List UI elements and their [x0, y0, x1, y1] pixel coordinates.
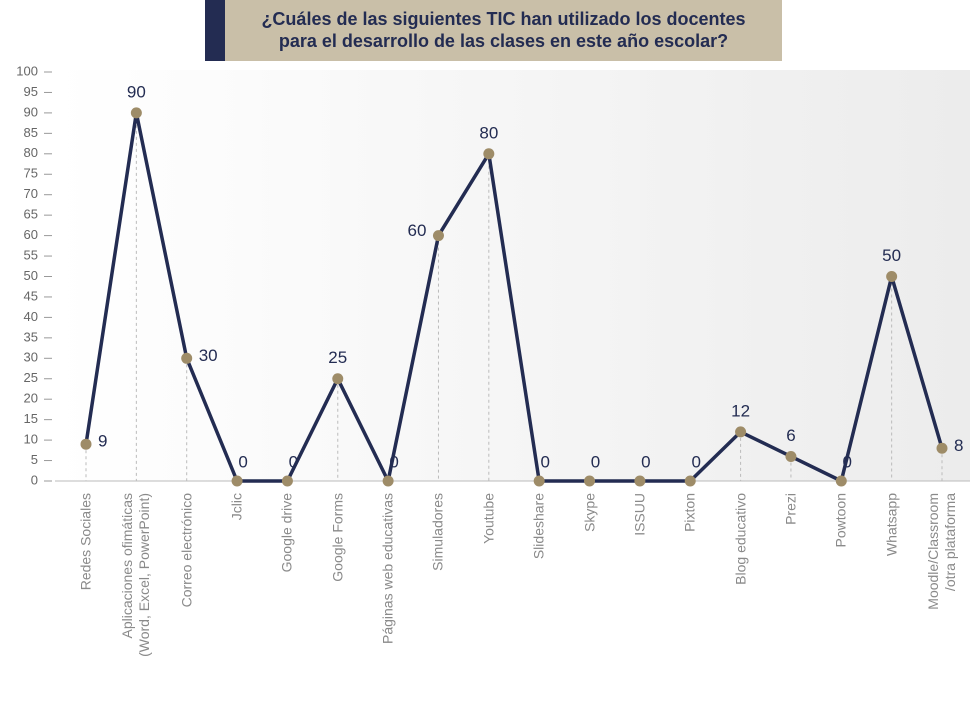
x-tick-label: Prezi	[782, 493, 799, 525]
y-tick-label: 55	[24, 247, 38, 262]
data-label: 50	[882, 246, 901, 265]
x-tick-label: Blog educativo	[732, 493, 749, 585]
data-label: 60	[408, 221, 427, 240]
data-label: 0	[389, 452, 398, 471]
y-tick-label: 60	[24, 227, 38, 242]
x-tick-label: Google Forms	[329, 493, 346, 582]
marker	[130, 107, 142, 119]
y-tick-label: 15	[24, 411, 38, 426]
marker	[80, 438, 92, 450]
x-tick-label: Powtoon	[832, 493, 849, 548]
marker	[684, 475, 696, 487]
data-label: 0	[843, 452, 852, 471]
data-label: 0	[540, 452, 549, 471]
data-label: 9	[98, 432, 107, 451]
y-tick-label: 40	[24, 309, 38, 324]
y-tick-label: 80	[24, 145, 38, 160]
data-label: 0	[641, 452, 650, 471]
y-tick-label: 35	[24, 329, 38, 344]
data-label: 12	[731, 401, 750, 420]
chart-title: ¿Cuáles de las siguientes TIC han utiliz…	[205, 0, 782, 61]
y-tick-label: 25	[24, 370, 38, 385]
marker	[332, 373, 344, 385]
x-tick-label: Simuladores	[429, 493, 446, 571]
data-label: 0	[289, 452, 298, 471]
x-tick-label: Pixton	[681, 493, 698, 532]
y-tick-label: 50	[24, 268, 38, 283]
x-tick-label: ISSUU	[631, 493, 648, 536]
marker	[936, 442, 948, 454]
x-tick-label: Jclic	[228, 493, 245, 521]
plot-background	[55, 70, 970, 481]
x-tick-label: Moodle/Classroom /otra plataforma	[925, 493, 958, 610]
data-label: 8	[954, 436, 963, 455]
marker	[181, 352, 193, 364]
marker	[281, 475, 293, 487]
y-tick-label: 45	[24, 288, 38, 303]
x-tick-label: Whatsapp	[883, 493, 900, 557]
marker	[533, 475, 545, 487]
y-tick-label: 10	[24, 432, 38, 447]
marker	[483, 148, 495, 160]
x-tick-label: Redes Sociales	[77, 493, 94, 591]
x-tick-label: Youtube	[480, 493, 497, 544]
marker	[382, 475, 394, 487]
x-tick-label: Correo electrónico	[178, 493, 195, 608]
marker	[835, 475, 847, 487]
y-tick-label: 100	[16, 63, 38, 78]
x-tick-label: Páginas web educativas	[379, 493, 396, 644]
x-tick-label: Google drive	[278, 493, 295, 573]
data-label: 0	[692, 452, 701, 471]
y-tick-label: 0	[31, 472, 38, 487]
data-label: 0	[238, 452, 247, 471]
y-tick-label: 5	[31, 452, 38, 467]
x-tick-label: Skype	[581, 493, 598, 532]
data-label: 30	[199, 346, 218, 365]
marker	[785, 450, 797, 462]
data-label: 6	[786, 426, 795, 445]
y-tick-label: 75	[24, 166, 38, 181]
y-tick-label: 20	[24, 391, 38, 406]
x-tick-label: Slideshare	[530, 493, 547, 560]
marker	[584, 475, 596, 487]
y-tick-label: 90	[24, 104, 38, 119]
y-tick-label: 65	[24, 207, 38, 222]
data-label: 25	[328, 348, 347, 367]
y-tick-label: 70	[24, 186, 38, 201]
marker	[432, 230, 444, 242]
data-label: 0	[591, 452, 600, 471]
data-label: 90	[127, 82, 146, 101]
marker	[735, 426, 747, 438]
data-label: 80	[479, 123, 498, 142]
y-tick-label: 85	[24, 125, 38, 140]
x-tick-label: Aplicaciones ofimáticas (Word, Excel, Po…	[119, 493, 153, 657]
marker	[634, 475, 646, 487]
y-tick-label: 30	[24, 350, 38, 365]
marker	[886, 271, 898, 282]
line	[84, 111, 944, 483]
marker	[231, 475, 243, 487]
y-tick-label: 95	[24, 84, 38, 99]
